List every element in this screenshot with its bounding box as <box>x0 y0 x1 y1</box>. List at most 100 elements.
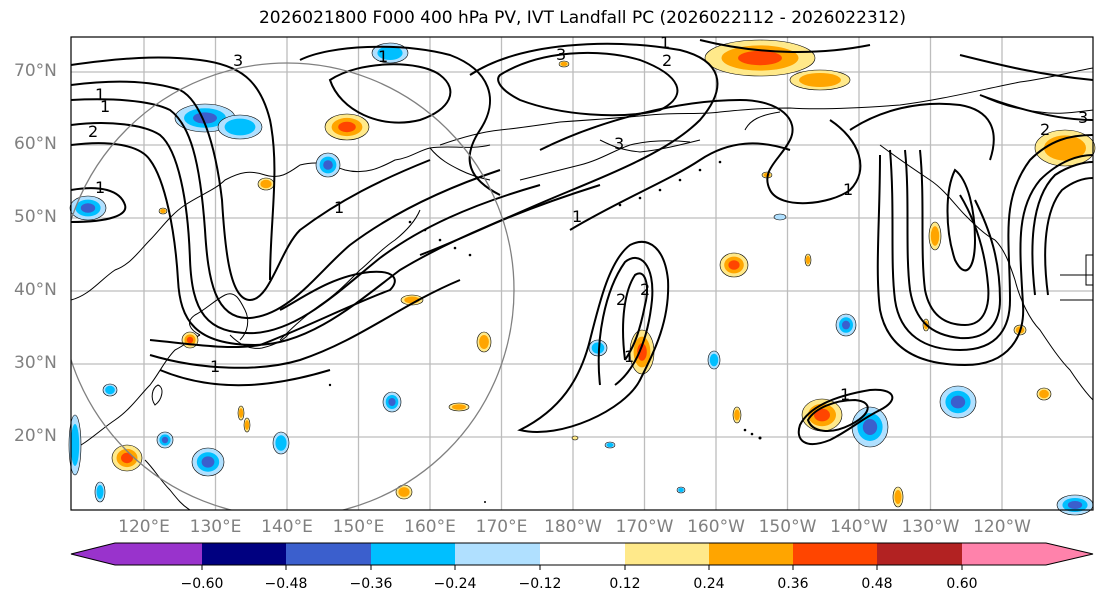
colorbar-segment <box>709 543 793 565</box>
coastlines <box>70 67 1094 511</box>
latitude-tick-label: 60°N <box>14 134 57 154</box>
longitude-tick-label: 130°W <box>901 517 960 537</box>
pv-anomaly-shade <box>160 208 166 214</box>
pv-anomaly-shade <box>1039 389 1049 399</box>
contour-label: 3 <box>1078 108 1088 127</box>
pv-anomaly-shade <box>479 335 489 349</box>
colorbar-outline <box>70 542 1094 566</box>
pv-anomaly-shade <box>862 419 878 435</box>
longitude-tick-label: 160°E <box>404 517 456 537</box>
contour-label: 3 <box>233 51 243 70</box>
colorbar-segment <box>962 543 1093 565</box>
pv-anomaly-shade <box>377 46 403 60</box>
pv-anomaly-shade <box>70 424 80 466</box>
contour-label: 1 <box>572 207 582 226</box>
colorbar-segment <box>371 543 455 565</box>
longitude-tick-label: 150°E <box>332 517 385 537</box>
latitude-tick-label: 30°N <box>14 353 57 373</box>
plot-frame <box>70 36 1094 511</box>
pv-anomaly-shade <box>1067 501 1083 509</box>
pv-anomaly-shade <box>80 203 96 213</box>
longitude-tick-label: 140°E <box>261 517 313 537</box>
contour-label: 2 <box>640 280 650 299</box>
pv-anomaly-shade <box>105 385 115 395</box>
longitude-tick-label: 170°E <box>475 517 528 537</box>
pv-anomaly-shade <box>201 456 215 468</box>
colorbar-tick-label: −0.24 <box>433 576 477 592</box>
pv-anomaly-shade <box>571 435 579 441</box>
contour-label: 3 <box>614 134 624 153</box>
pv-anomaly-shade <box>560 61 568 67</box>
pv-anomaly-shade <box>728 260 740 270</box>
pv-anomaly-shade <box>894 490 902 504</box>
latitude-tick-label: 70°N <box>14 61 57 81</box>
latitude-tick-label: 20°N <box>14 426 57 446</box>
pv-anomaly-shade <box>244 420 250 430</box>
pv-anomaly-shade <box>799 73 841 87</box>
contour-label: 1 <box>95 178 105 197</box>
colorbar-segment <box>202 543 286 565</box>
colorbar-tick-label: 0.12 <box>609 576 641 592</box>
islands <box>328 160 762 503</box>
contour-label: 2 <box>616 290 626 309</box>
pv-anomaly-shade <box>388 398 396 406</box>
contour-label: 2 <box>88 122 98 141</box>
contour-label: 1 <box>100 97 110 116</box>
pv-anomaly-shade <box>814 408 830 422</box>
pv-anomaly-shade <box>338 121 356 133</box>
pv-anomaly-shade <box>842 320 850 330</box>
pv-anomaly-shade <box>121 452 133 464</box>
pv-anomaly-shade <box>186 336 194 344</box>
latitude-tick-label: 50°N <box>14 207 57 227</box>
contour-label: 1 <box>378 47 388 66</box>
colorbar-tick-label: −0.60 <box>180 576 224 592</box>
pv-shading <box>68 39 1096 516</box>
pv-anomaly-shade <box>606 442 614 448</box>
chart-title: 2026021800 F000 400 hPa PV, IVT Landfall… <box>258 8 906 28</box>
contour-label: 1 <box>840 385 850 404</box>
colorbar-segment <box>286 543 371 565</box>
contour-label: 1 <box>95 85 105 104</box>
pv-anomaly-shade <box>193 112 217 124</box>
pv-anomaly-shade <box>805 255 811 265</box>
pv-anomaly-shade <box>238 408 244 418</box>
pv-anomaly-shade <box>734 409 740 421</box>
contour-label: 2 <box>1040 120 1050 139</box>
pv-anomaly-shade <box>773 213 787 221</box>
contour-label: 1 <box>660 33 670 52</box>
pv-anomaly-shade <box>96 485 104 499</box>
contour-label: 1 <box>624 347 634 366</box>
pv-anomaly-shade <box>591 342 605 354</box>
contour-label: 1 <box>334 198 344 217</box>
colorbar-segment <box>793 543 877 565</box>
longitude-tick-label: 140°W <box>830 517 888 537</box>
contour-label: 1 <box>210 357 220 376</box>
colorbar-segment <box>625 543 709 565</box>
colorbar-tick-label: −0.36 <box>349 576 393 592</box>
pv-anomaly-shade <box>260 179 272 189</box>
pv-anomaly-shade <box>452 404 466 410</box>
pv-anomaly-shade <box>950 395 966 409</box>
latitude-tick-label: 40°N <box>14 280 57 300</box>
colorbar-segment <box>455 543 540 565</box>
colorbar-segment <box>71 543 202 565</box>
longitude-tick-label: 150°W <box>758 517 817 537</box>
longitude-tick-label: 170°W <box>615 517 674 537</box>
ivt-contours <box>70 39 1094 445</box>
longitude-tick-label: 120°W <box>973 517 1031 537</box>
pv-anomaly-shade <box>398 487 410 497</box>
pv-anomaly-shade <box>224 118 256 136</box>
pv-anomaly-shade <box>323 160 333 170</box>
contour-label-group: 1 1 2 1 3 1 3 1 2 1 1 3 2 2 1 1 1 2 3 1 <box>88 33 1088 404</box>
contour-label: 2 <box>662 51 672 70</box>
longitude-tick-label: 160°W <box>687 517 745 537</box>
colorbar-tick-label: 0.24 <box>693 576 725 592</box>
pv-anomaly-shade <box>637 343 647 361</box>
colorbar-tick-label: 0.36 <box>777 576 809 592</box>
contour-label: 3 <box>556 45 566 64</box>
longitude-tick-label: 180°W <box>544 517 602 537</box>
colorbar-segment <box>877 543 962 565</box>
colorbar-tick-label: 0.48 <box>861 576 893 592</box>
colorbar-segment <box>540 543 625 565</box>
